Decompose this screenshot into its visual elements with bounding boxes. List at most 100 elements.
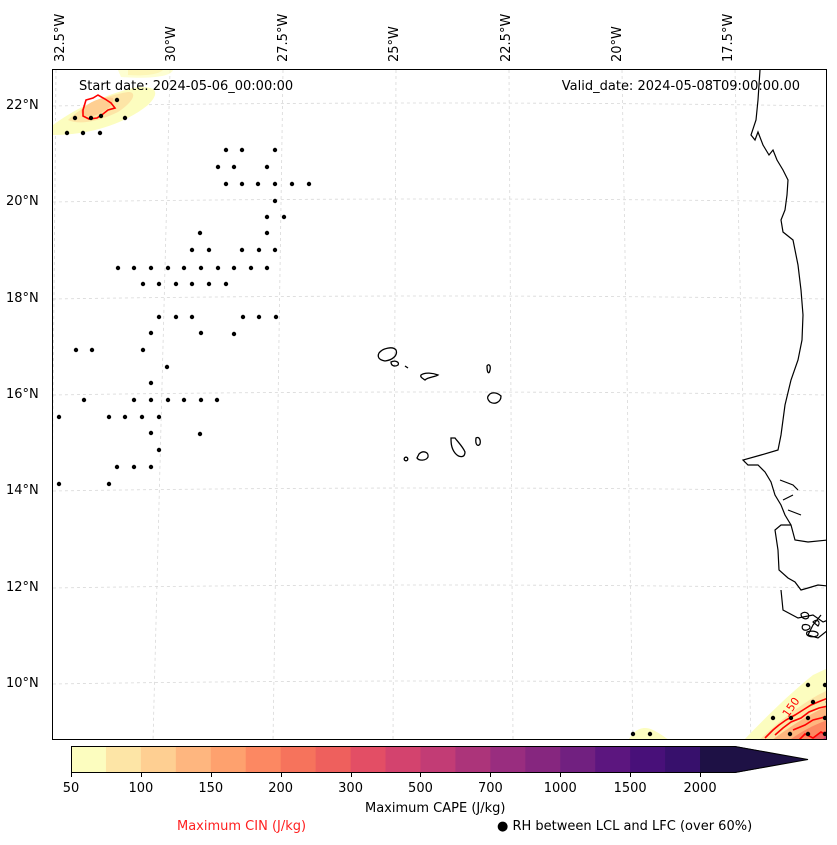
rh-dot xyxy=(148,265,154,271)
colorbar-segment xyxy=(700,746,736,773)
rh-dot xyxy=(264,164,270,170)
cin-contour-northwest xyxy=(82,94,117,120)
rh-dot xyxy=(264,230,270,236)
rh-dot xyxy=(148,430,154,436)
lat-label: 20°N xyxy=(6,194,39,209)
rh-dot xyxy=(256,314,262,320)
island-sao-nicolau xyxy=(420,372,440,381)
colorbar-tick-label: 2000 xyxy=(683,781,717,796)
colorbar-tick xyxy=(700,773,702,777)
island xyxy=(806,630,819,638)
rh-dot xyxy=(805,682,811,688)
rh-dot xyxy=(805,715,811,721)
colorbar-segment xyxy=(665,746,701,773)
lon-label: 30°W xyxy=(164,26,179,62)
colorbar-tick xyxy=(630,773,632,777)
rh-dot xyxy=(647,731,653,737)
gridline-lat xyxy=(53,680,826,685)
rh-dot xyxy=(81,397,87,403)
colorbar-tick-label: 150 xyxy=(198,781,224,796)
colorbar-segment xyxy=(105,746,142,773)
rh-dot xyxy=(189,314,195,320)
gridline-lon xyxy=(734,70,752,739)
rh-dot xyxy=(206,247,212,253)
rh-dots xyxy=(56,97,826,737)
rh-dot xyxy=(97,130,103,136)
gridline-lat xyxy=(53,198,826,203)
rh-dot xyxy=(89,347,95,353)
island-sao-vicente xyxy=(390,360,400,367)
lat-label: 10°N xyxy=(6,676,39,691)
colorbar-tick-label: 1500 xyxy=(613,781,647,796)
rh-dot xyxy=(73,347,79,353)
coastlines xyxy=(741,70,826,639)
rh-dot xyxy=(197,230,203,236)
colorbar-title: Maximum CAPE (J/kg) xyxy=(365,801,506,816)
rh-dot xyxy=(240,314,246,320)
colorbar-segment xyxy=(140,746,177,773)
rh-dot xyxy=(223,181,229,187)
rh-dot xyxy=(98,113,104,119)
lat-label: 16°N xyxy=(6,387,39,402)
rh-dot xyxy=(148,380,154,386)
rh-dot xyxy=(248,265,254,271)
colorbar-segment xyxy=(455,746,491,773)
gridline-lon xyxy=(392,70,397,739)
rh-dot xyxy=(122,115,128,121)
rh-dot xyxy=(64,130,70,136)
rh-dot xyxy=(214,397,220,403)
island xyxy=(812,619,820,627)
rh-dot xyxy=(256,247,262,253)
rh-dot xyxy=(239,247,245,253)
rh-dot xyxy=(173,314,179,320)
rh-dot xyxy=(115,265,121,271)
map-panel[interactable]: 150 Start date: 2024-05- xyxy=(52,69,827,740)
rh-dot xyxy=(272,247,278,253)
rh-dot xyxy=(770,715,776,721)
colorbar-tick-label: 100 xyxy=(128,781,154,796)
colorbar-segment xyxy=(71,746,107,773)
rh-dot xyxy=(148,397,154,403)
gridline-lat xyxy=(53,391,826,396)
rh-dot xyxy=(181,265,187,271)
rh-dot xyxy=(114,464,120,470)
cape-fill-400 xyxy=(823,736,826,739)
island xyxy=(801,623,811,631)
rh-dot xyxy=(56,481,62,487)
rh-dot xyxy=(788,715,794,721)
rh-dot xyxy=(198,397,204,403)
rh-dot xyxy=(198,265,204,271)
rh-dot xyxy=(822,731,826,737)
colorbar-tick xyxy=(140,773,142,777)
rh-dot xyxy=(131,265,137,271)
lon-label: 22.5°W xyxy=(499,13,514,62)
colorbar-segment xyxy=(560,746,596,773)
colorbar-tick-label: 200 xyxy=(268,781,294,796)
island-fogo xyxy=(416,451,429,461)
rh-dot xyxy=(122,414,128,420)
rh-dot xyxy=(231,164,237,170)
rh-dot xyxy=(80,130,86,136)
lat-label: 18°N xyxy=(6,291,39,306)
lon-label: 17.5°W xyxy=(721,13,736,62)
rh-dot xyxy=(272,181,278,187)
colorbar-tick xyxy=(420,773,422,777)
rh-dot xyxy=(825,701,826,703)
rh-legend: ● RH between LCL and LFC (over 60%) xyxy=(497,819,752,834)
rh-dot xyxy=(88,115,94,121)
colorbar-segment xyxy=(595,746,631,773)
start-date: Start date: 2024-05-06_00:00:00 xyxy=(79,79,294,94)
colorbar-tick-label: 700 xyxy=(477,781,503,796)
colorbar-tick-label: 300 xyxy=(338,781,363,796)
coastline-guinea-bissau xyxy=(807,614,826,639)
rh-dot xyxy=(140,281,146,287)
rh-dot xyxy=(198,330,204,336)
island-sal xyxy=(486,364,491,374)
rh-dot xyxy=(106,414,112,420)
rh-dot xyxy=(189,247,195,253)
lat-label: 12°N xyxy=(6,580,39,595)
lat-label: 14°N xyxy=(6,483,39,498)
lon-label: 25°W xyxy=(387,26,402,62)
cape-fill-100 xyxy=(80,97,114,117)
rh-dot xyxy=(197,431,203,437)
